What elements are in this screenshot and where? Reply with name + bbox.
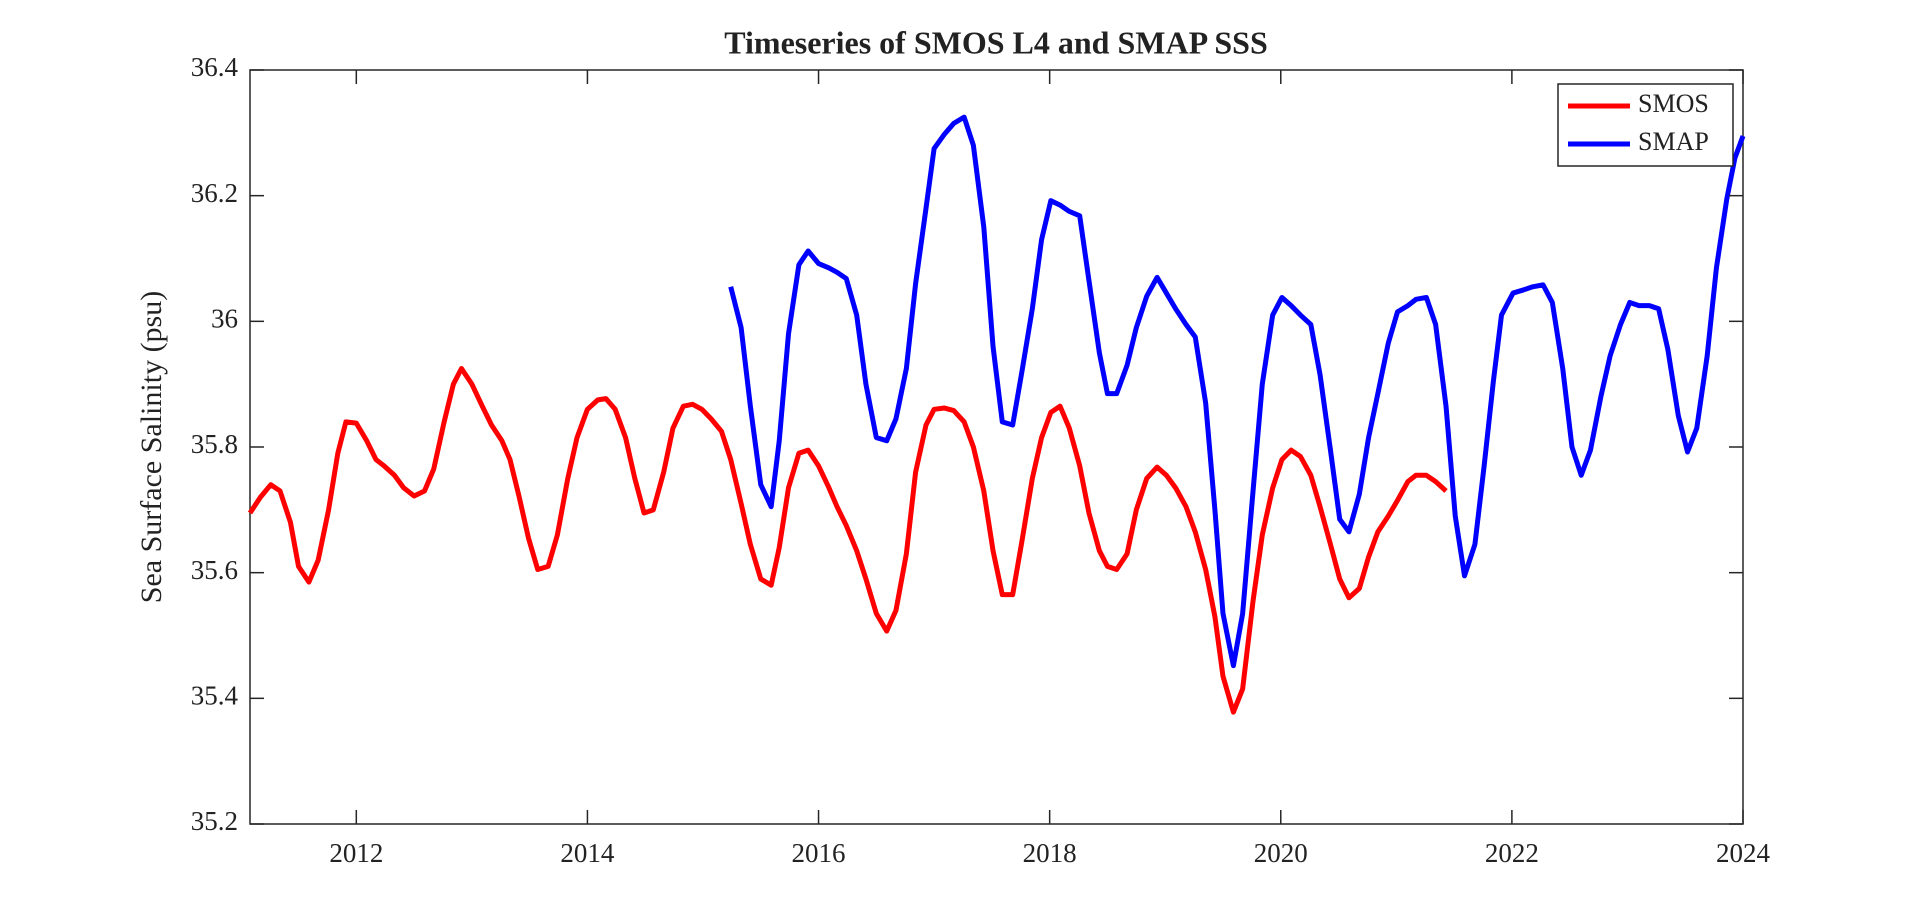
x-tick-label: 2018 — [1023, 838, 1077, 868]
y-tick-label: 35.4 — [191, 681, 239, 711]
legend-label: SMOS — [1638, 89, 1709, 118]
y-tick-label: 36 — [211, 304, 238, 334]
y-tick-label: 35.2 — [191, 806, 238, 836]
plot-frame — [249, 69, 1744, 825]
legend-label: SMAP — [1638, 127, 1709, 156]
x-tick-label: 2020 — [1254, 838, 1308, 868]
y-tick-label: 36.2 — [191, 178, 238, 208]
line-series — [247, 365, 1448, 715]
y-tick-label: 35.6 — [191, 555, 238, 585]
x-tick-label: 2012 — [329, 838, 383, 868]
line-series — [728, 114, 1746, 669]
legend-box — [1557, 83, 1734, 167]
y-tick-label: 35.8 — [191, 429, 238, 459]
y-axis-label: Sea Surface Salinity (psu) — [135, 291, 168, 603]
chart-title: Timeseries of SMOS L4 and SMAP SSS — [724, 24, 1267, 60]
x-tick-label: 2016 — [792, 838, 846, 868]
x-tick-label: 2024 — [1716, 838, 1771, 868]
x-tick-label: 2014 — [560, 838, 615, 868]
plot-area — [247, 114, 1746, 715]
x-tick-label: 2022 — [1485, 838, 1539, 868]
y-tick-label: 36.4 — [191, 52, 239, 82]
